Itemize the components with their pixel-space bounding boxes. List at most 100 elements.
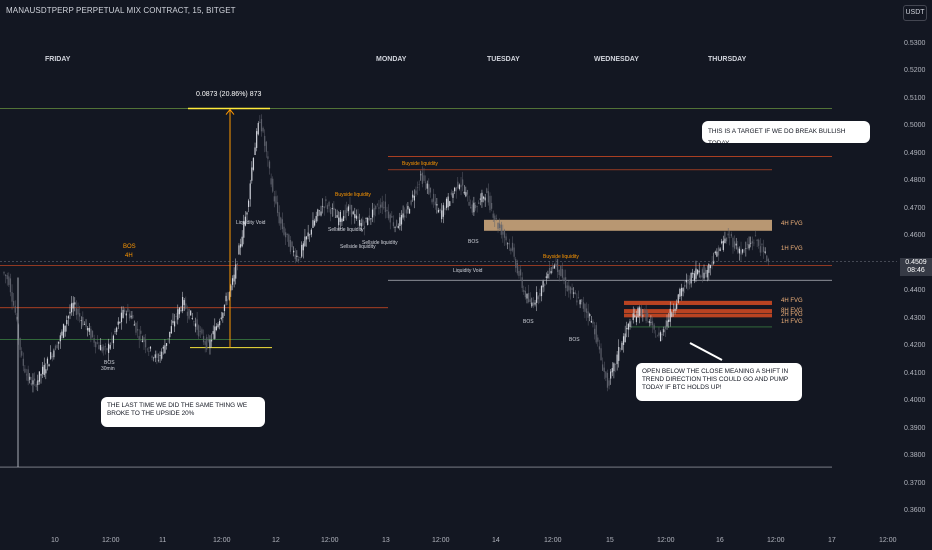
candle-body: [753, 242, 755, 244]
candle-body: [159, 355, 161, 356]
candle-body: [499, 223, 501, 229]
candle-body: [590, 321, 592, 323]
candle-body: [133, 324, 135, 326]
candle-body: [606, 372, 609, 388]
candle-body: [639, 307, 641, 316]
candle-body: [304, 236, 306, 247]
candle-body: [8, 276, 10, 285]
candle-body: [766, 255, 768, 262]
candle-body: [93, 338, 95, 343]
day-label-tuesday: TUESDAY: [487, 56, 520, 63]
candle-body: [310, 229, 312, 235]
candle-body: [754, 235, 757, 237]
candle-body: [529, 299, 531, 302]
candle-body: [164, 345, 166, 354]
candle-body: [539, 293, 541, 297]
candle-body: [305, 236, 308, 240]
candle-body: [688, 278, 691, 285]
candle-body: [132, 315, 134, 319]
y-tick-label: 0.3600: [904, 507, 926, 514]
candle-body: [600, 348, 602, 361]
liquidity-void-label-1: Liquidity Void: [236, 220, 266, 226]
candle-body: [378, 207, 380, 209]
y-tick-label: 0.4800: [904, 177, 926, 185]
currency-button[interactable]: USDT: [903, 5, 927, 21]
x-tick-label: 12:00: [767, 537, 785, 544]
candle-body: [700, 275, 702, 278]
candle-body: [473, 202, 475, 213]
candle-body: [87, 327, 89, 331]
candle-body: [706, 269, 708, 278]
candle-body: [56, 344, 58, 348]
candle-body: [589, 314, 591, 317]
candle-body: [317, 209, 319, 217]
candle-body: [426, 183, 428, 189]
candle-body: [186, 311, 189, 316]
candle-body: [684, 284, 686, 287]
candle-body: [45, 369, 47, 374]
candle-body: [33, 378, 36, 381]
candle-body: [571, 288, 573, 290]
candle-body: [136, 329, 139, 331]
candle-body: [309, 234, 311, 236]
candle-body: [333, 207, 335, 211]
candle-body: [708, 264, 710, 273]
candle-body: [677, 294, 679, 303]
liquidity-void-label-2: Liquidity Void: [453, 268, 483, 274]
candle-body: [124, 309, 126, 313]
candle-body: [95, 341, 97, 348]
candle-body: [762, 246, 765, 252]
candles: [3, 114, 769, 393]
candle-body: [125, 313, 127, 316]
candle-body: [363, 226, 366, 229]
candle-body: [434, 201, 436, 206]
sellside-label-2: Sellside liquidity: [362, 240, 398, 246]
bos-30m-a: BOS: [104, 360, 115, 366]
candle-body: [350, 204, 353, 217]
candle-body: [117, 321, 119, 325]
candle-body: [145, 339, 147, 348]
candle-body: [642, 315, 644, 317]
x-tick-label: 12:00: [879, 537, 897, 544]
y-tick-label: 0.3900: [904, 424, 926, 432]
candle-body: [104, 346, 106, 347]
candle-body: [301, 244, 303, 257]
candle-body: [719, 248, 721, 252]
candle-body: [275, 196, 277, 204]
candle-body: [743, 249, 745, 251]
candle-body: [326, 205, 329, 210]
candle-body: [651, 321, 654, 326]
candle-body: [433, 193, 435, 202]
candle-body: [555, 263, 557, 267]
candle-body: [165, 343, 168, 346]
candle-body: [173, 321, 176, 327]
candle-body: [420, 174, 422, 176]
candle-body: [668, 319, 670, 323]
bos-4h-tf: 4H: [125, 253, 133, 259]
candle-body: [38, 371, 41, 382]
candle-body: [497, 223, 499, 229]
candle-body: [397, 225, 399, 229]
candle-body: [627, 323, 629, 330]
candle-body: [75, 308, 78, 316]
candle-body: [170, 326, 172, 334]
candle-body: [725, 237, 728, 242]
candle-body: [658, 332, 660, 336]
candle-body: [148, 351, 150, 352]
x-tick-label: 12:00: [213, 537, 231, 544]
candle-body: [252, 158, 255, 170]
candle-body: [116, 327, 118, 332]
candle-body: [62, 324, 65, 338]
candle-body: [561, 269, 564, 278]
candle-body: [412, 194, 414, 198]
y-tick-label: 0.5200: [904, 67, 926, 75]
x-tick-label: 14: [492, 537, 500, 544]
candle-body: [428, 184, 430, 195]
candle-body: [685, 280, 687, 283]
measure-overlay: [0, 107, 897, 468]
candle-body: [246, 212, 248, 215]
candle-body: [88, 327, 90, 332]
candle-body: [455, 187, 457, 192]
candle-body: [399, 217, 401, 227]
